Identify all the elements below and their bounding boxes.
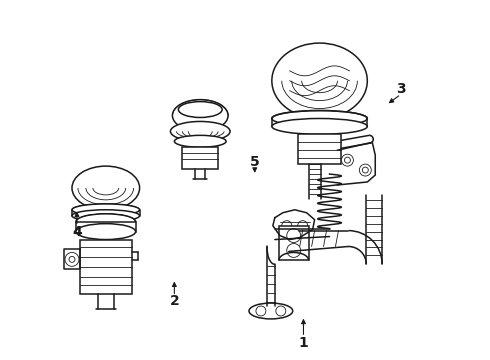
Text: 1: 1 xyxy=(298,336,308,350)
Circle shape xyxy=(256,306,266,316)
Circle shape xyxy=(65,252,79,266)
Ellipse shape xyxy=(272,118,368,134)
Circle shape xyxy=(276,306,286,316)
Ellipse shape xyxy=(76,224,136,239)
Ellipse shape xyxy=(178,102,222,117)
Circle shape xyxy=(344,157,350,163)
Circle shape xyxy=(362,167,368,173)
Circle shape xyxy=(298,221,308,231)
Ellipse shape xyxy=(172,100,228,131)
Circle shape xyxy=(69,256,75,262)
Text: 3: 3 xyxy=(396,82,406,96)
Ellipse shape xyxy=(249,303,293,319)
Text: 5: 5 xyxy=(250,155,260,169)
Ellipse shape xyxy=(72,166,140,210)
Ellipse shape xyxy=(72,204,140,216)
Bar xyxy=(182,147,218,169)
Ellipse shape xyxy=(72,210,140,222)
Ellipse shape xyxy=(171,121,230,141)
Circle shape xyxy=(287,229,301,243)
Ellipse shape xyxy=(76,214,136,230)
Bar xyxy=(80,239,132,294)
Circle shape xyxy=(287,243,301,257)
Bar xyxy=(298,134,342,164)
Bar xyxy=(279,226,309,260)
Bar xyxy=(76,222,136,231)
Circle shape xyxy=(282,221,292,231)
Ellipse shape xyxy=(272,111,368,126)
Text: 4: 4 xyxy=(72,225,82,239)
Circle shape xyxy=(359,164,371,176)
Ellipse shape xyxy=(272,43,368,118)
Ellipse shape xyxy=(174,135,226,147)
Text: 2: 2 xyxy=(170,294,179,309)
Circle shape xyxy=(342,154,353,166)
